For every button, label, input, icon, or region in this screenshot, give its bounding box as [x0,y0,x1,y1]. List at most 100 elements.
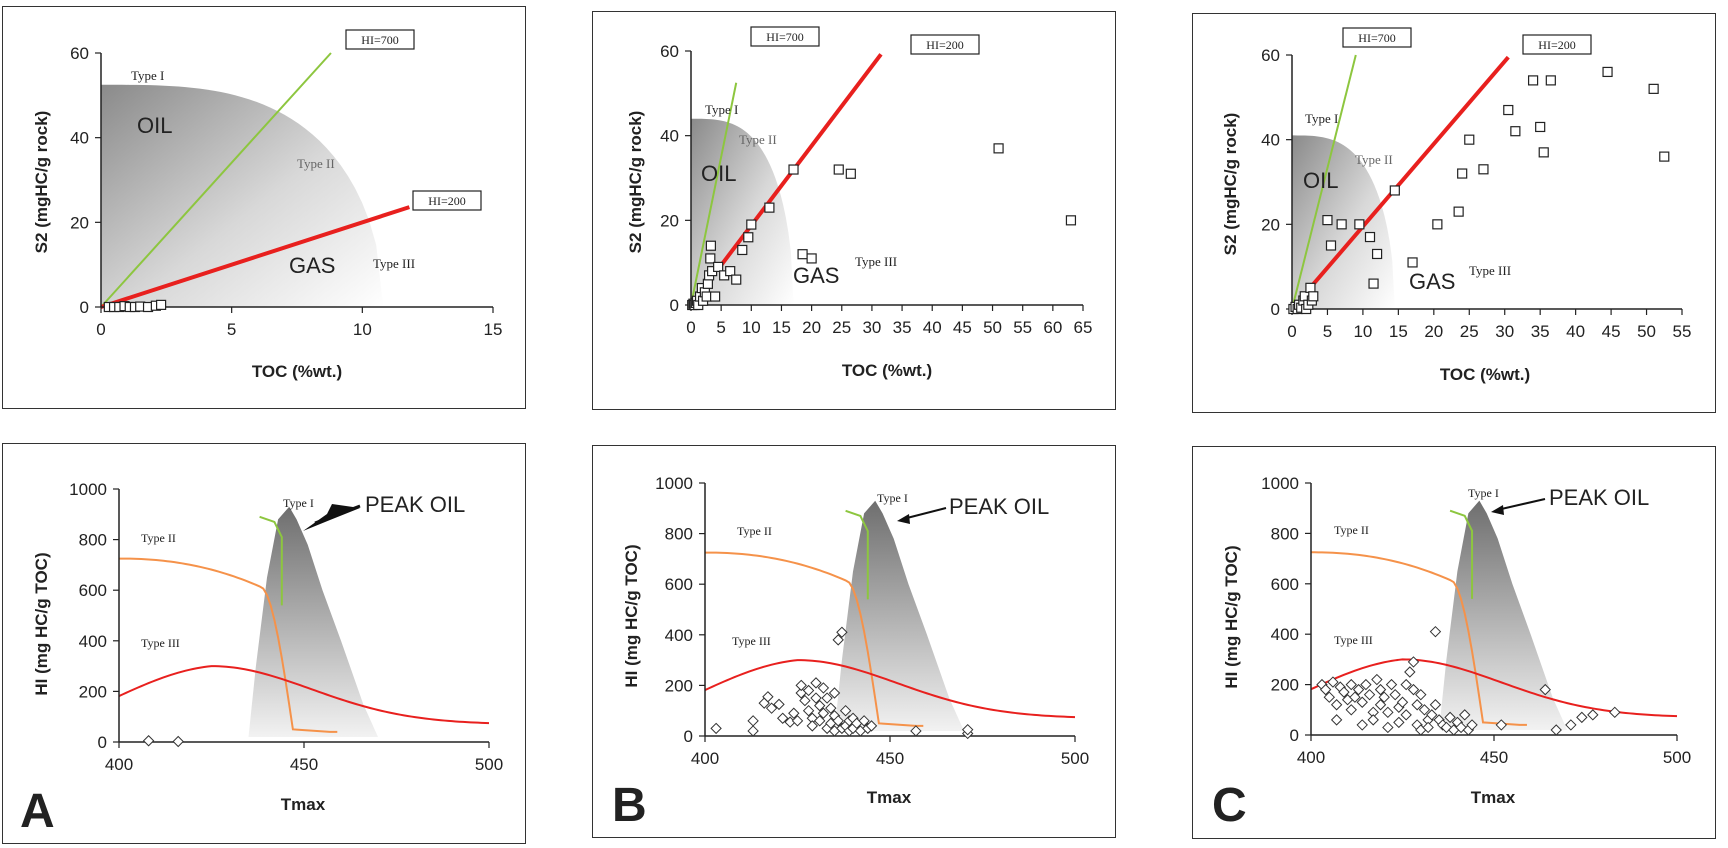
data-point [910,725,922,737]
data-point [1407,683,1420,696]
data-point [1576,711,1588,724]
data-point [172,735,184,748]
panel-letter-c: C [1212,779,1247,832]
data-point [813,715,826,727]
y-tick-label: 200 [1271,676,1299,695]
type3-curve [704,659,1076,719]
data-point [1429,625,1442,638]
data-point [810,677,822,689]
hi200-label-b: HI=200 [926,38,963,52]
type1-label-a-bottom: Type I [283,496,314,510]
peak-oil-label-c: PEAK OIL [1549,485,1649,510]
data-point [1349,691,1361,703]
data-point [1429,699,1442,711]
data-point [810,692,822,704]
kerogen-region [101,84,384,307]
y-tick-label: 20 [70,213,89,232]
x-tick-label: 5 [716,318,725,337]
data-point [802,704,815,717]
hi700-line [1291,54,1357,310]
data-point [1378,691,1390,703]
data-point [1648,83,1659,94]
data-point [865,720,878,732]
hi700-line [100,52,332,308]
data-point [765,702,778,714]
hi700-label-a: HI=700 [361,33,398,47]
data-point [1432,219,1443,230]
x-tick-label: 450 [1480,748,1508,767]
peak-oil-label-a: PEAK OIL [365,492,465,517]
type2-label-b-bottom: Type II [737,524,772,538]
x-tick-label: 55 [1013,318,1032,337]
panel-a-bottom: 400 450 500 0 200 400 600 800 1000 HI (mg HC/g T… [2,443,526,844]
data-point [1336,219,1347,230]
data-point [1360,678,1372,691]
data-point [1374,683,1387,696]
y-tick-label: 600 [1271,575,1299,594]
data-point [832,634,844,646]
type3-label-a-bottom: Type III [141,636,180,650]
data-point [762,691,774,703]
data-point [731,274,742,285]
data-point [1464,134,1475,145]
data-point [1389,688,1401,701]
type2-label-c: Type II [1355,152,1393,167]
x-tick-label: 10 [742,318,761,337]
data-point [773,698,785,711]
type1-label-a: Type I [131,68,164,83]
x-tick-label: 60 [1043,318,1062,337]
peak-oil-label-b: PEAK OIL [949,494,1049,519]
y-tick-label: 600 [79,581,107,600]
data-point [802,684,815,697]
data-point [1338,686,1350,698]
oil-label-b: OIL [701,161,736,186]
y-tick-label: 800 [1271,524,1299,543]
type2-curve [118,557,338,733]
x-tick-label: 30 [862,318,881,337]
oil-label-a: OIL [137,113,172,138]
xlabel-b-top: TOC (%wt.) [842,361,932,380]
data-point [1345,704,1357,716]
data-point [1354,219,1365,230]
data-point [701,291,712,302]
panel-letter-b: B [612,779,647,832]
peak-oil-arrow-b [902,507,947,520]
ylabel-a-top: S2 (mgHC/g rock) [32,111,51,254]
data-point [1478,164,1489,175]
xlabel-a-top: TOC (%wt.) [252,362,342,381]
x-tick-label: 65 [1074,318,1093,337]
data-point [710,291,721,302]
peak-oil-region [248,506,378,737]
data-point [764,202,775,213]
data-point [1389,185,1400,196]
data-point [1327,676,1339,688]
data-point [1319,683,1332,696]
data-point [1538,147,1549,158]
data-point [705,240,717,251]
data-point [813,699,826,712]
hi200-box-a [412,190,482,211]
hi200-line [100,205,410,309]
peak-oil-arrowhead-b [897,514,910,524]
data-point [1382,706,1394,719]
y-tick-label: 400 [1271,625,1299,644]
x-tick-label: 400 [691,749,719,768]
data-point [743,232,754,243]
data-point [817,682,830,694]
type3-label-b-bottom: Type III [732,634,771,648]
gas-label-b: GAS [793,263,839,288]
hi200-line [1311,55,1510,286]
data-point [1400,709,1412,721]
data-point [1364,231,1376,243]
x-tick-label: 0 [1287,322,1296,341]
data-point [961,723,974,736]
type1-curve [259,515,283,606]
type1-label-b: Type I [705,102,738,117]
hi700-label-b: HI=700 [766,30,803,44]
x-tick-label: 0 [686,318,695,337]
data-point [737,244,748,256]
data-point [1404,666,1416,678]
data-point [1371,673,1383,686]
data-point [1550,724,1562,736]
panel-c-bottom: 400 450 500 0 200 400 600 800 1000 HI (mg HC/g T… [1192,446,1716,839]
